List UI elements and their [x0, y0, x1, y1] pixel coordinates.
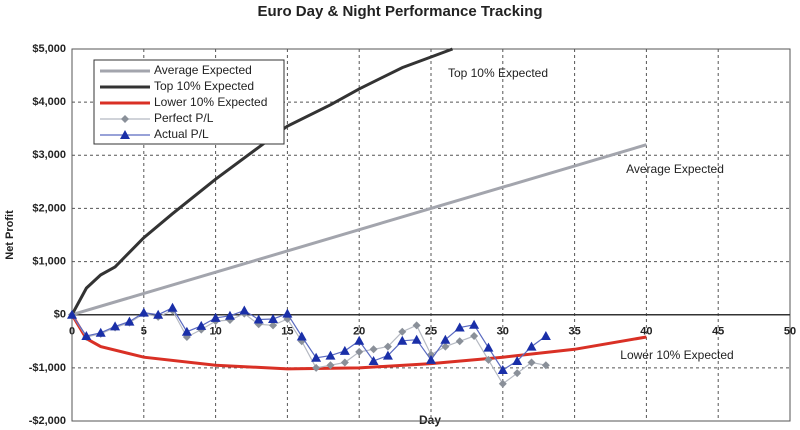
marker	[110, 321, 121, 331]
marker	[224, 310, 235, 320]
marker	[426, 354, 436, 364]
marker	[455, 337, 464, 346]
series-line	[71, 307, 547, 371]
marker	[355, 347, 364, 356]
annotation: Lower 10% Expected	[620, 348, 733, 362]
marker	[483, 342, 494, 352]
chart-title: Euro Day & Night Performance Tracking	[257, 3, 542, 20]
marker	[121, 115, 129, 123]
x-tick-label: 15	[281, 326, 293, 338]
marker	[311, 352, 322, 362]
x-axis-label: Day	[419, 413, 441, 427]
marker	[540, 330, 551, 340]
marker	[412, 321, 421, 330]
series-line	[71, 143, 647, 317]
marker	[120, 130, 130, 139]
series	[70, 47, 454, 316]
marker	[398, 327, 407, 336]
marker	[181, 326, 192, 336]
series	[70, 313, 647, 371]
y-tick-label: $0	[54, 309, 66, 321]
marker	[296, 331, 307, 341]
marker	[210, 312, 221, 322]
legend-label: Top 10% Expected	[154, 79, 254, 93]
marker	[411, 334, 422, 344]
marker	[312, 363, 321, 372]
marker	[512, 355, 523, 365]
marker	[253, 314, 264, 324]
x-tick-label: 35	[568, 326, 580, 338]
marker	[383, 342, 392, 351]
legend-label: Actual P/L	[154, 127, 209, 141]
marker	[484, 355, 493, 364]
legend: Average Expected Top 10% Expected Lower 10…	[93, 59, 285, 145]
marker	[526, 341, 537, 351]
annotation: Average Expected	[626, 162, 724, 176]
marker	[269, 321, 278, 330]
legend-label: Average Expected	[154, 63, 252, 77]
y-tick-label: $5,000	[32, 43, 66, 55]
marker	[382, 350, 393, 360]
marker	[124, 316, 135, 326]
x-tick-label: 45	[712, 326, 724, 338]
y-tick-label: $3,000	[32, 149, 66, 161]
marker	[440, 334, 451, 344]
marker	[340, 358, 349, 367]
marker	[541, 361, 550, 370]
series	[71, 143, 647, 317]
series	[67, 302, 551, 374]
marker	[282, 308, 293, 318]
marker	[268, 313, 279, 323]
y-axis-label: Net Profit	[4, 210, 16, 260]
marker	[469, 319, 480, 329]
marker	[368, 355, 379, 365]
y-tick-label: -$2,000	[29, 415, 66, 427]
marker	[138, 307, 149, 317]
x-tick-label: 20	[353, 326, 365, 338]
marker	[454, 322, 465, 332]
annotation: Top 10% Expected	[448, 66, 548, 80]
x-tick-label: 25	[425, 326, 437, 338]
marker	[497, 364, 508, 374]
x-tick-label: 5	[141, 326, 147, 338]
marker	[153, 309, 164, 319]
marker	[95, 327, 106, 337]
marker	[326, 361, 335, 370]
y-tick-label: $1,000	[32, 255, 66, 267]
x-tick-label: 30	[497, 326, 509, 338]
legend-label: Lower 10% Expected	[154, 95, 267, 109]
marker	[81, 330, 92, 340]
marker	[470, 331, 479, 340]
marker	[441, 342, 450, 351]
marker	[325, 350, 336, 360]
x-tick-label: 40	[640, 326, 652, 338]
series-line	[70, 313, 647, 371]
marker	[513, 369, 522, 378]
marker	[527, 358, 536, 367]
marker	[339, 345, 350, 355]
y-tick-label: $4,000	[32, 96, 66, 108]
series-line	[71, 309, 547, 385]
legend-label: Perfect P/L	[154, 111, 214, 125]
marker	[369, 345, 378, 354]
y-tick-label: $2,000	[32, 202, 66, 214]
y-tick-label: -$1,000	[29, 362, 66, 374]
marker	[397, 335, 408, 345]
plot-frame	[71, 48, 791, 422]
marker	[354, 335, 365, 345]
marker	[196, 320, 207, 330]
marker	[67, 309, 77, 319]
series-line	[70, 47, 454, 316]
marker	[239, 305, 250, 315]
marker	[167, 302, 178, 312]
x-tick-label: 10	[209, 326, 221, 338]
marker	[498, 379, 507, 388]
